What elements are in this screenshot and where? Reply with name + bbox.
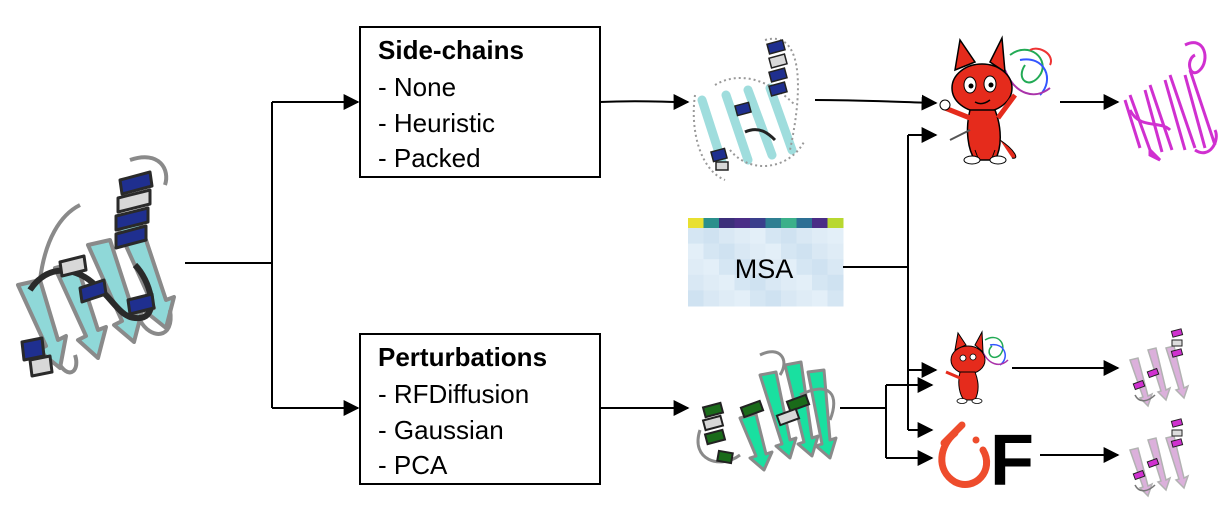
msa-grid-cell: [688, 290, 704, 307]
perturbations-item-rfdiffusion: - RFDiffusion: [378, 379, 529, 409]
msa-grid-cell: [812, 228, 828, 245]
msa-grid-cell: [750, 290, 766, 307]
fox-mascot-small-icon: [945, 330, 1009, 404]
sidechain-to-model-arrow: [814, 94, 938, 111]
perturbations-title: Perturbations: [378, 342, 547, 372]
perturbations-item-gaussian: - Gaussian: [378, 415, 504, 445]
msa-grid-cell: [781, 259, 797, 276]
msa-grid-cell: [796, 290, 813, 307]
msa-grid-cell: [812, 274, 828, 291]
msa-strip-cell: [796, 218, 813, 228]
input-protein-structure-icon: [16, 155, 176, 378]
msa-grid-cell: [812, 243, 828, 260]
msa-strip-cell: [734, 218, 751, 228]
msa-grid-cell: [734, 274, 751, 291]
sidechain-structure-icon: [692, 37, 806, 181]
msa-grid-cell: [719, 228, 735, 245]
msa-strip-cell: [688, 218, 704, 228]
msa-grid-cell: [827, 228, 844, 245]
msa-grid-cell: [827, 274, 844, 291]
msa-grid-cell: [719, 259, 735, 276]
msa-grid-cell: [688, 243, 704, 260]
framework-letter: F: [990, 421, 1034, 501]
msa-grid-cell: [796, 274, 813, 291]
msa-strip-cell: [827, 218, 844, 228]
msa-grid-cell: [750, 274, 766, 291]
msa-grid-cell: [781, 228, 797, 245]
msa-grid-cell: [796, 243, 813, 260]
sidechains-box: Side-chains - None - Heuristic - Packed: [359, 26, 601, 178]
msa-grid-cell: [765, 274, 782, 291]
msa-grid-cell: [703, 243, 720, 260]
msa-label: MSA: [735, 254, 794, 284]
msa-strip-cell: [703, 218, 720, 228]
msa-grid-cell: [827, 290, 844, 307]
msa-grid-cell: [781, 243, 797, 260]
perturbations-box: Perturbations - RFDiffusion - Gaussian -…: [359, 333, 601, 485]
msa-grid-cell: [703, 228, 720, 245]
msa-grid-cell: [734, 243, 751, 260]
sidechains-item-packed: - Packed: [378, 143, 481, 173]
msa-grid-cell: [719, 243, 735, 260]
msa-grid-cell: [688, 259, 704, 276]
msa-grid-cell: [781, 290, 797, 307]
pytorch-like-flame-icon: [938, 421, 991, 488]
msa-grid-cell: [765, 259, 782, 276]
msa-grid-cell: [796, 259, 813, 276]
msa-grid-cell: [765, 243, 782, 260]
msa-grid-cell: [734, 228, 751, 245]
msa-grid-cell: [703, 290, 720, 307]
sidechains-to-structure-arrow: [599, 93, 690, 110]
msa-grid-cell: [796, 228, 813, 245]
msa-grid-cell: [812, 259, 828, 276]
msa-grid-cell: [827, 259, 844, 276]
msa-connectors: [843, 127, 938, 438]
msa-grid-cell: [765, 228, 782, 245]
msa-grid-cell: [781, 274, 797, 291]
msa-strip-cell: [781, 218, 797, 228]
msa-strip-cell: [765, 218, 782, 228]
msa-strip-cell: [812, 218, 828, 228]
msa-grid-cell: [734, 259, 751, 276]
sidechains-item-none: - None: [378, 72, 456, 102]
msa-heatmap: MSA: [688, 218, 844, 307]
msa-grid-cell: [719, 290, 735, 307]
perturbations-item-pca: - PCA: [378, 450, 448, 480]
output-structure-magenta-icon: [1123, 41, 1218, 162]
framework-logo: F: [938, 421, 1034, 501]
msa-grid-cell: [812, 290, 828, 307]
perturbed-structure-icon: [696, 350, 838, 472]
msa-grid-cell: [750, 228, 766, 245]
msa-grid-cell: [719, 274, 735, 291]
msa-grid-cell: [750, 243, 766, 260]
msa-grid-cell: [688, 228, 704, 245]
msa-grid-cell: [750, 259, 766, 276]
msa-grid-cell: [827, 243, 844, 260]
msa-grid-cell: [703, 274, 720, 291]
msa-grid-cell: [688, 274, 704, 291]
sidechains-title: Side-chains: [378, 35, 524, 65]
fox-mascot-large-icon: [939, 35, 1052, 165]
output-structure-small-1-icon: [1129, 328, 1190, 408]
msa-grid-cell: [703, 259, 720, 276]
msa-strip-cell: [750, 218, 766, 228]
input-branch-connectors: [185, 94, 360, 416]
output-structure-small-2-icon: [1129, 418, 1190, 498]
msa-grid-cell: [734, 290, 751, 307]
msa-grid-cell: [765, 290, 782, 307]
sidechains-item-heuristic: - Heuristic: [378, 108, 495, 138]
msa-strip-cell: [719, 218, 735, 228]
